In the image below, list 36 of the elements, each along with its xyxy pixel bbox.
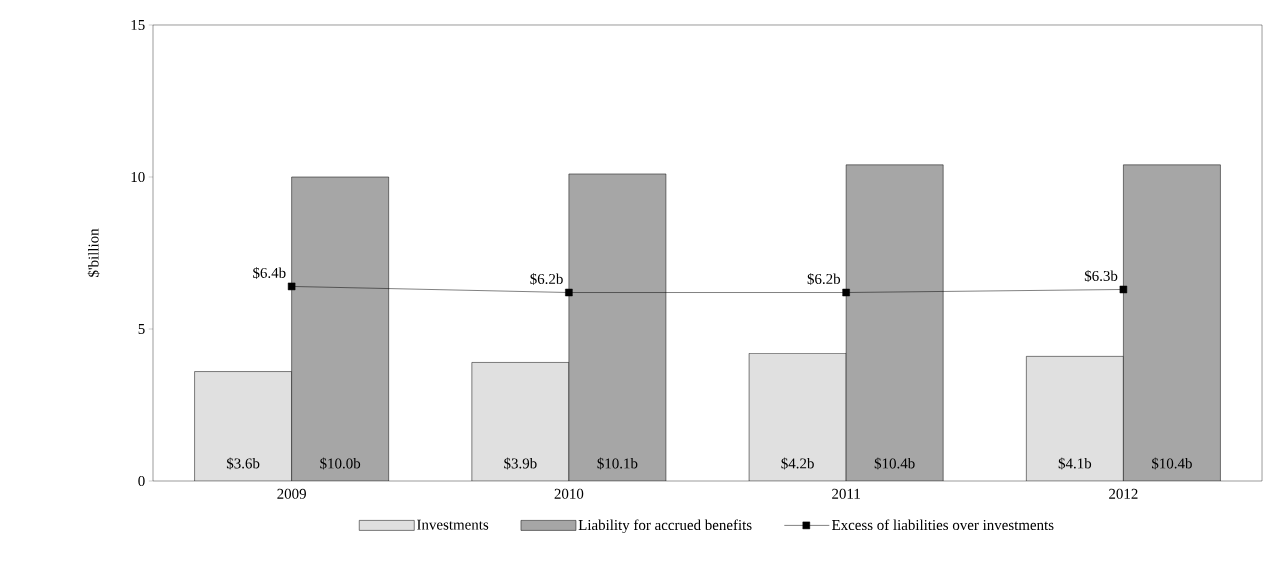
data-label: $6.3b xyxy=(1084,270,1118,282)
bar xyxy=(194,371,292,481)
data-label: $6.2b xyxy=(530,273,563,285)
legend-label: Liability for accrued benefits xyxy=(578,519,752,534)
y-tick-label: 0 xyxy=(138,475,145,487)
bar xyxy=(1123,164,1221,481)
point xyxy=(565,288,573,297)
x-tick-label: 2010 xyxy=(554,488,584,499)
x-tick-label: 2012 xyxy=(1109,488,1138,499)
bar xyxy=(845,164,944,481)
data-label: $10.1b xyxy=(597,457,638,470)
point xyxy=(842,288,850,297)
legend-label: Excess of liabilities over investments xyxy=(831,519,1054,531)
x-tick-label: 2009 xyxy=(277,488,306,499)
y-axis-title: $'billion xyxy=(87,228,100,277)
data-label: $4.2b xyxy=(781,457,814,470)
bar xyxy=(471,362,569,481)
data-label: $6.2b xyxy=(807,273,841,285)
y-tick-label: 5 xyxy=(138,324,145,334)
data-label: $3.6b xyxy=(226,457,260,470)
data-label: $3.9b xyxy=(504,457,537,470)
data-label: $10.4b xyxy=(874,457,915,470)
point xyxy=(1119,285,1128,294)
bar xyxy=(568,173,666,481)
bar xyxy=(291,176,389,481)
y-tick-label: 15 xyxy=(131,20,145,30)
x-tick-label: 2011 xyxy=(832,488,860,499)
data-label: $4.1b xyxy=(1058,457,1092,470)
bar xyxy=(748,353,847,481)
data-label: $10.0b xyxy=(320,457,361,470)
bar xyxy=(1026,356,1124,481)
data-label: $10.4b xyxy=(1152,457,1192,470)
point xyxy=(287,282,296,291)
y-tick-label: 10 xyxy=(131,171,145,183)
legend-label: Investments xyxy=(417,519,489,530)
data-label: $6.4b xyxy=(253,266,286,279)
